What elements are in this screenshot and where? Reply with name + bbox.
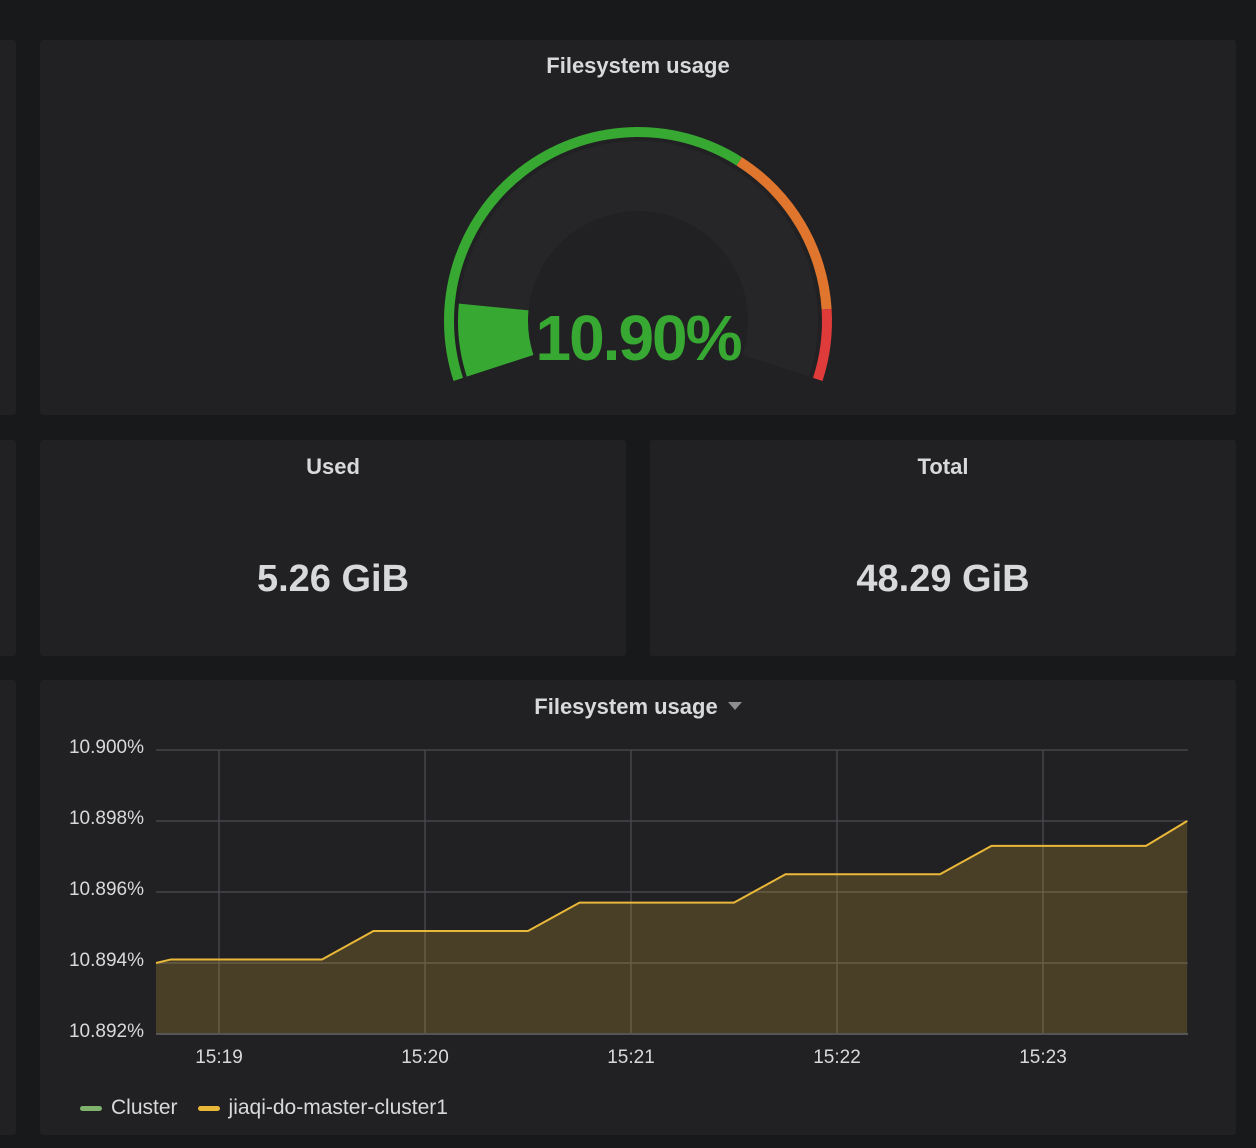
panel-title[interactable]: Filesystem usage [546,53,730,78]
panel-title[interactable]: Total [917,454,969,479]
caret-down-icon[interactable] [727,702,742,711]
graph-legend: Cluster jiaqi-do-master-cluster1 [80,1096,468,1120]
legend-label: Cluster [111,1096,178,1119]
legend-swatch-icon [197,1105,220,1111]
gauge-threshold-warn [736,157,832,310]
gauge-value-bar [458,303,534,377]
gauge-track [458,141,818,377]
legend-item-node[interactable]: jiaqi-do-master-cluster1 [197,1096,448,1120]
panel-title[interactable]: Used [306,454,360,479]
y-axis-label: 10.894% [68,950,144,971]
legend-label: jiaqi-do-master-cluster1 [228,1096,448,1119]
left-panel-partial-top [0,40,16,415]
series-line[interactable] [155,820,1188,964]
y-axis-label: 10.900% [68,737,144,758]
filesystem-usage-graph-panel[interactable]: Filesystem usage 10.900% 10.898% 10.896%… [40,680,1236,1135]
left-panel-partial-bottom [0,680,16,1135]
gauge-threshold-crit [812,308,832,381]
gauge-threshold-ok [443,126,742,381]
x-axis-label: 15:23 [1019,1047,1067,1068]
panel-title-menu[interactable]: Filesystem usage [40,694,1236,720]
x-axis-label: 15:19 [195,1047,243,1068]
y-axis-label: 10.896% [68,879,144,900]
gauge-value-text: 10.90% [535,302,741,374]
graph-plot-area[interactable] [40,680,1236,1135]
legend-item-cluster[interactable]: Cluster [80,1096,178,1120]
legend-swatch-icon [80,1105,102,1111]
total-value: 48.29 GiB [856,558,1030,600]
y-axis-label: 10.898% [68,808,144,829]
total-stat-panel[interactable]: Total 48.29 GiB [650,440,1236,656]
panel-title-text: Filesystem usage [534,694,718,719]
x-axis-label: 15:20 [401,1047,449,1068]
x-axis-label: 15:21 [607,1047,655,1068]
gauge: 10.90% [443,126,832,381]
y-axis-label: 10.892% [68,1021,144,1042]
series-area-fill [156,821,1188,1034]
filesystem-usage-gauge-panel[interactable]: Filesystem usage 10.90% [40,40,1236,415]
used-value: 5.26 GiB [256,558,410,600]
used-stat-panel[interactable]: Used 5.26 GiB [40,440,626,656]
x-axis-label: 15:22 [813,1047,861,1068]
left-panel-partial-middle [0,440,16,656]
